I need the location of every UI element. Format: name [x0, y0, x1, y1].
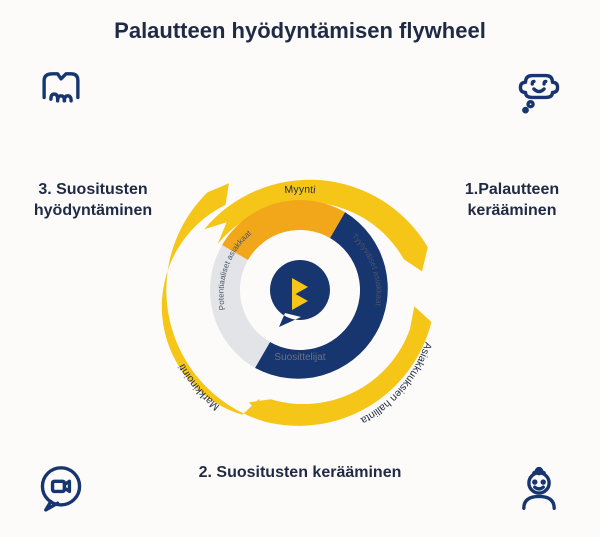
happy-thought-icon — [512, 62, 566, 116]
arc-label-top: Myynti — [284, 183, 316, 196]
handshake-icon — [34, 62, 88, 116]
video-chat-icon — [34, 461, 88, 515]
center-logo — [270, 260, 330, 327]
page-title: Palautteen hyödyntämisen flywheel — [0, 18, 600, 44]
person-icon — [512, 461, 566, 515]
flywheel-diagram: Myynti Asiakkuuksien hallinta Markkinoin… — [120, 110, 480, 470]
arc-label-left: Markkinointi — [176, 362, 222, 413]
ring-label-bottom: Suosittelijat — [274, 352, 325, 363]
